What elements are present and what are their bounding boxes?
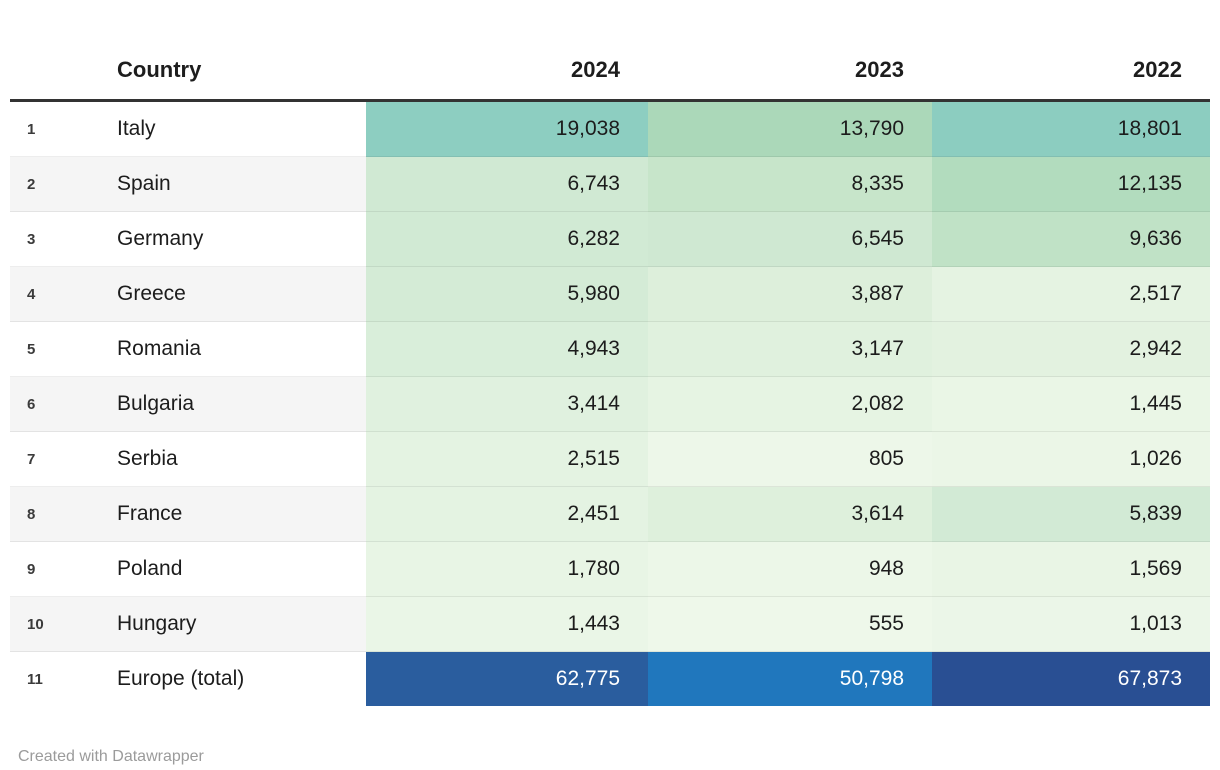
table-row: 1 Italy 19,038 13,790 18,801: [10, 100, 1210, 157]
table-row: 10 Hungary 1,443 555 1,013: [10, 596, 1210, 652]
row-rank: 6: [10, 376, 117, 432]
row-country: Romania: [117, 321, 366, 377]
row-country: Germany: [117, 211, 366, 267]
table-row: 6 Bulgaria 3,414 2,082 1,445: [10, 376, 1210, 432]
table-row: 2 Spain 6,743 8,335 12,135: [10, 156, 1210, 212]
header-2023[interactable]: 2023: [648, 40, 932, 102]
row-rank: 2: [10, 156, 117, 212]
cell-2024: 1,780: [366, 541, 648, 597]
cell-2022: 2,942: [932, 321, 1210, 377]
row-country: Bulgaria: [117, 376, 366, 432]
row-country: Spain: [117, 156, 366, 212]
row-country: Greece: [117, 266, 366, 322]
header-rank-spacer: [10, 40, 117, 102]
table-row: 8 France 2,451 3,614 5,839: [10, 486, 1210, 542]
cell-2023: 2,082: [648, 376, 932, 432]
row-rank: 10: [10, 596, 117, 652]
table-header: Country 2024 2023 2022: [10, 40, 1210, 102]
cell-2024: 2,451: [366, 486, 648, 542]
table-body: 1 Italy 19,038 13,790 18,801 2 Spain 6,7…: [10, 100, 1210, 706]
header-2024[interactable]: 2024: [366, 40, 648, 102]
cell-2024: 1,443: [366, 596, 648, 652]
row-country: Serbia: [117, 431, 366, 487]
cell-2023: 8,335: [648, 156, 932, 212]
cell-2024: 6,282: [366, 211, 648, 267]
row-rank: 7: [10, 431, 117, 487]
cell-2023: 6,545: [648, 211, 932, 267]
table-row-total: 11 Europe (total) 62,775 50,798 67,873: [10, 651, 1210, 706]
cell-2023: 805: [648, 431, 932, 487]
cell-2023: 50,798: [648, 651, 932, 706]
row-rank: 3: [10, 211, 117, 267]
row-country: France: [117, 486, 366, 542]
header-country[interactable]: Country: [117, 40, 366, 102]
header-2022[interactable]: 2022: [932, 40, 1210, 102]
cell-2022: 12,135: [932, 156, 1210, 212]
data-table: Country 2024 2023 2022 1 Italy 19,038 13…: [10, 40, 1210, 706]
cell-2024: 19,038: [366, 100, 648, 157]
cell-2024: 62,775: [366, 651, 648, 706]
cell-2022: 9,636: [932, 211, 1210, 267]
cell-2024: 5,980: [366, 266, 648, 322]
row-rank: 5: [10, 321, 117, 377]
cell-2024: 6,743: [366, 156, 648, 212]
cell-2022: 1,445: [932, 376, 1210, 432]
row-country: Poland: [117, 541, 366, 597]
cell-2023: 3,614: [648, 486, 932, 542]
cell-2023: 948: [648, 541, 932, 597]
datawrapper-credit: Created with Datawrapper: [18, 748, 204, 765]
cell-2024: 2,515: [366, 431, 648, 487]
cell-2023: 3,887: [648, 266, 932, 322]
header-row: Country 2024 2023 2022: [10, 40, 1210, 102]
table-row: 9 Poland 1,780 948 1,569: [10, 541, 1210, 597]
row-rank: 11: [10, 651, 117, 706]
row-rank: 1: [27, 120, 36, 138]
table-row: 7 Serbia 2,515 805 1,026: [10, 431, 1210, 487]
cell-2022: 18,801: [932, 100, 1210, 157]
cell-2023: 555: [648, 596, 932, 652]
cell-2022: 5,839: [932, 486, 1210, 542]
row-rank: 8: [10, 486, 117, 542]
cell-2024: 3,414: [366, 376, 648, 432]
cell-2022: 1,026: [932, 431, 1210, 487]
table-row: 4 Greece 5,980 3,887 2,517: [10, 266, 1210, 322]
table-row: 5 Romania 4,943 3,147 2,942: [10, 321, 1210, 377]
cell-2023: 13,790: [648, 100, 932, 157]
cell-2022: 67,873: [932, 651, 1210, 706]
row-rank: 9: [10, 541, 117, 597]
row-country: Italy: [117, 117, 156, 140]
cell-2022: 1,569: [932, 541, 1210, 597]
cell-2024: 4,943: [366, 321, 648, 377]
row-rank: 4: [10, 266, 117, 322]
cell-2022: 2,517: [932, 266, 1210, 322]
row-country: Europe (total): [117, 651, 366, 706]
row-country: Hungary: [117, 596, 366, 652]
cell-2023: 3,147: [648, 321, 932, 377]
table-row: 3 Germany 6,282 6,545 9,636: [10, 211, 1210, 267]
cell-2022: 1,013: [932, 596, 1210, 652]
